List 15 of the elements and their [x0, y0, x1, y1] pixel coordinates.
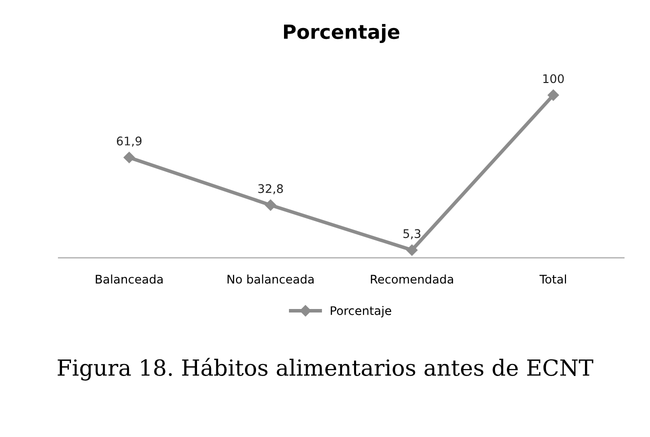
x-tick-label: Recomendada: [370, 274, 454, 284]
x-tick-label: Total: [539, 274, 566, 284]
chart-title: Porcentaje: [284, 24, 400, 43]
point: [124, 152, 135, 164]
data-label: 61,9: [116, 136, 142, 147]
text: Figura 18. Hábitos alimentarios antes de ECNT: [58, 358, 594, 381]
x-tick-label: Balanceada: [96, 274, 163, 284]
data-label: 100: [543, 74, 564, 84]
data-label: 5,3: [403, 229, 420, 240]
x-tick-label: No balanceada: [228, 274, 314, 284]
point: [406, 244, 418, 256]
point: [548, 90, 559, 101]
point: [264, 199, 276, 211]
legend-label: Porcentaje: [330, 306, 392, 318]
data-label: 32,8: [258, 184, 283, 194]
